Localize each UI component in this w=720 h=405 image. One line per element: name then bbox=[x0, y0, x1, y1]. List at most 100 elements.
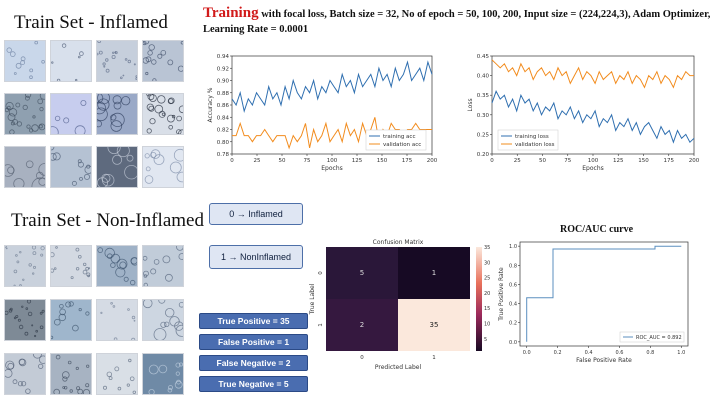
microscopy-image bbox=[5, 147, 45, 187]
matrix-cell bbox=[398, 299, 470, 351]
training-word: Training bbox=[203, 5, 259, 21]
y-tick-label: 0.84 bbox=[217, 115, 230, 121]
x-tick-label: 0 bbox=[490, 158, 494, 164]
stat-text: True Negative = 5 bbox=[218, 379, 289, 389]
true-negative-box: True Negative = 5 bbox=[199, 376, 308, 392]
x-tick-label: 0.0 bbox=[523, 350, 531, 356]
microscopy-image bbox=[97, 354, 137, 394]
colorbar-tick-label: 5 bbox=[484, 337, 487, 343]
microscopy-image bbox=[97, 94, 137, 134]
microscopy-image bbox=[143, 94, 183, 134]
legend-label: validation loss bbox=[515, 142, 555, 148]
class-label-noninflamed: 1 → NonInflamed bbox=[209, 245, 303, 269]
x-tick-label: 0.8 bbox=[646, 350, 654, 356]
x-tick-label: 25 bbox=[514, 158, 521, 164]
y-tick-label: 0.78 bbox=[217, 152, 230, 158]
x-tick-label: 25 bbox=[254, 158, 261, 164]
x-tick-label: 175 bbox=[402, 158, 413, 164]
x-axis-label: Predicted Label bbox=[375, 364, 422, 371]
legend-label: validation acc bbox=[383, 142, 421, 148]
y-tick-label: 0 bbox=[318, 271, 324, 275]
colorbar-tick-label: 10 bbox=[484, 321, 490, 327]
microscopy-image bbox=[5, 354, 45, 394]
non-inflamed-set-title: Train Set - Non-Inflamed bbox=[11, 210, 204, 231]
x-tick-label: 75 bbox=[304, 158, 311, 164]
legend-label: training loss bbox=[515, 134, 549, 140]
legend-label: training acc bbox=[383, 134, 415, 140]
y-tick-label: 0.25 bbox=[477, 132, 490, 138]
x-tick-label: 0.2 bbox=[554, 350, 562, 356]
x-tick-label: 50 bbox=[539, 158, 546, 164]
colorbar-tick-label: 30 bbox=[484, 260, 490, 266]
microscopy-image bbox=[143, 354, 183, 394]
series-line bbox=[491, 90, 695, 144]
x-tick-label: 200 bbox=[689, 158, 700, 164]
x-axis-label: Epochs bbox=[582, 165, 604, 172]
y-axis-label: Accuracy % bbox=[207, 87, 214, 122]
cell-value: 35 bbox=[430, 321, 439, 329]
legend-label: ROC_AUC = 0.892 bbox=[636, 335, 682, 341]
x-tick-label: 0.6 bbox=[615, 350, 623, 356]
microscopy-thumbnail bbox=[142, 40, 184, 82]
y-tick-label: 0.20 bbox=[477, 152, 490, 158]
series-line bbox=[491, 59, 694, 89]
microscopy-thumbnail bbox=[4, 299, 46, 341]
stat-text: True Positive = 35 bbox=[217, 316, 290, 326]
microscopy-thumbnail bbox=[50, 146, 92, 188]
matrix-cell bbox=[326, 299, 398, 351]
microscopy-image bbox=[143, 147, 183, 187]
stat-text: False Positive = 1 bbox=[217, 337, 290, 347]
microscopy-thumbnail bbox=[142, 299, 184, 341]
x-tick-label: 75 bbox=[564, 158, 571, 164]
y-tick-label: 0.40 bbox=[477, 74, 490, 80]
microscopy-thumbnail bbox=[96, 40, 138, 82]
y-tick-label: 0.0 bbox=[509, 340, 517, 346]
y-tick-label: 0.35 bbox=[477, 93, 490, 99]
roc-chart: 0.0 0.2 0.4 0.6 0.8 1.0 0.0 0.2 0.4 0.6 0.8 1.0 Fals… bbox=[498, 241, 689, 364]
microscopy-thumbnail bbox=[142, 353, 184, 395]
y-axis-label: True Label bbox=[309, 283, 316, 315]
y-tick-label: 0.86 bbox=[217, 103, 230, 109]
false-negative-box: False Negative = 2 bbox=[199, 355, 308, 371]
microscopy-thumbnail bbox=[96, 146, 138, 188]
y-tick-label: 0.4 bbox=[509, 302, 517, 308]
cell-value: 5 bbox=[360, 269, 364, 277]
microscopy-image bbox=[51, 41, 91, 81]
chart-title: Confusion Matrix bbox=[373, 239, 424, 246]
microscopy-thumbnail bbox=[96, 93, 138, 135]
colorbar-tick-label: 35 bbox=[484, 245, 490, 251]
y-tick-label: 0.2 bbox=[509, 321, 517, 327]
microscopy-thumbnail bbox=[96, 353, 138, 395]
x-tick-label: 100 bbox=[327, 158, 338, 164]
stat-text: False Negative = 2 bbox=[216, 358, 291, 368]
x-tick-label: 125 bbox=[613, 158, 624, 164]
x-tick-label: 200 bbox=[427, 158, 438, 164]
class-label-inflamed: 0 → Inflamed bbox=[209, 203, 303, 225]
x-tick-label: 50 bbox=[279, 158, 286, 164]
microscopy-image bbox=[97, 147, 137, 187]
microscopy-thumbnail bbox=[4, 93, 46, 135]
y-tick-label: 0.92 bbox=[217, 66, 229, 72]
y-tick-label: 0.8 bbox=[509, 263, 517, 269]
y-tick-label: 1.0 bbox=[509, 244, 517, 250]
roc-curve bbox=[526, 245, 682, 342]
training-details: with focal loss, Batch size = 32, No of … bbox=[203, 9, 711, 35]
matrix-cell bbox=[398, 247, 470, 299]
y-tick-label: 0.90 bbox=[217, 79, 230, 85]
inflamed-set-title: Train Set - Inflamed bbox=[14, 12, 168, 33]
cell-value: 1 bbox=[432, 269, 436, 277]
microscopy-thumbnail bbox=[96, 245, 138, 287]
y-tick-label: 1 bbox=[318, 323, 324, 327]
accuracy-chart: 0.78 0.80 0.82 0.84 0.86 0.88 0.90 0.92 0.94 0 25 5… bbox=[207, 54, 438, 172]
series-line bbox=[232, 117, 432, 150]
y-axis-label: True Positive Rate bbox=[498, 267, 505, 322]
colorbar bbox=[476, 247, 482, 351]
matrix-cell bbox=[326, 247, 398, 299]
microscopy-thumbnail bbox=[4, 245, 46, 287]
legend-box bbox=[619, 331, 685, 343]
x-tick-label: 175 bbox=[664, 158, 675, 164]
colorbar-tick-label: 20 bbox=[484, 291, 490, 297]
y-tick-label: 0.80 bbox=[217, 140, 230, 146]
x-tick-label: 1 bbox=[432, 355, 436, 361]
microscopy-thumbnail bbox=[50, 93, 92, 135]
